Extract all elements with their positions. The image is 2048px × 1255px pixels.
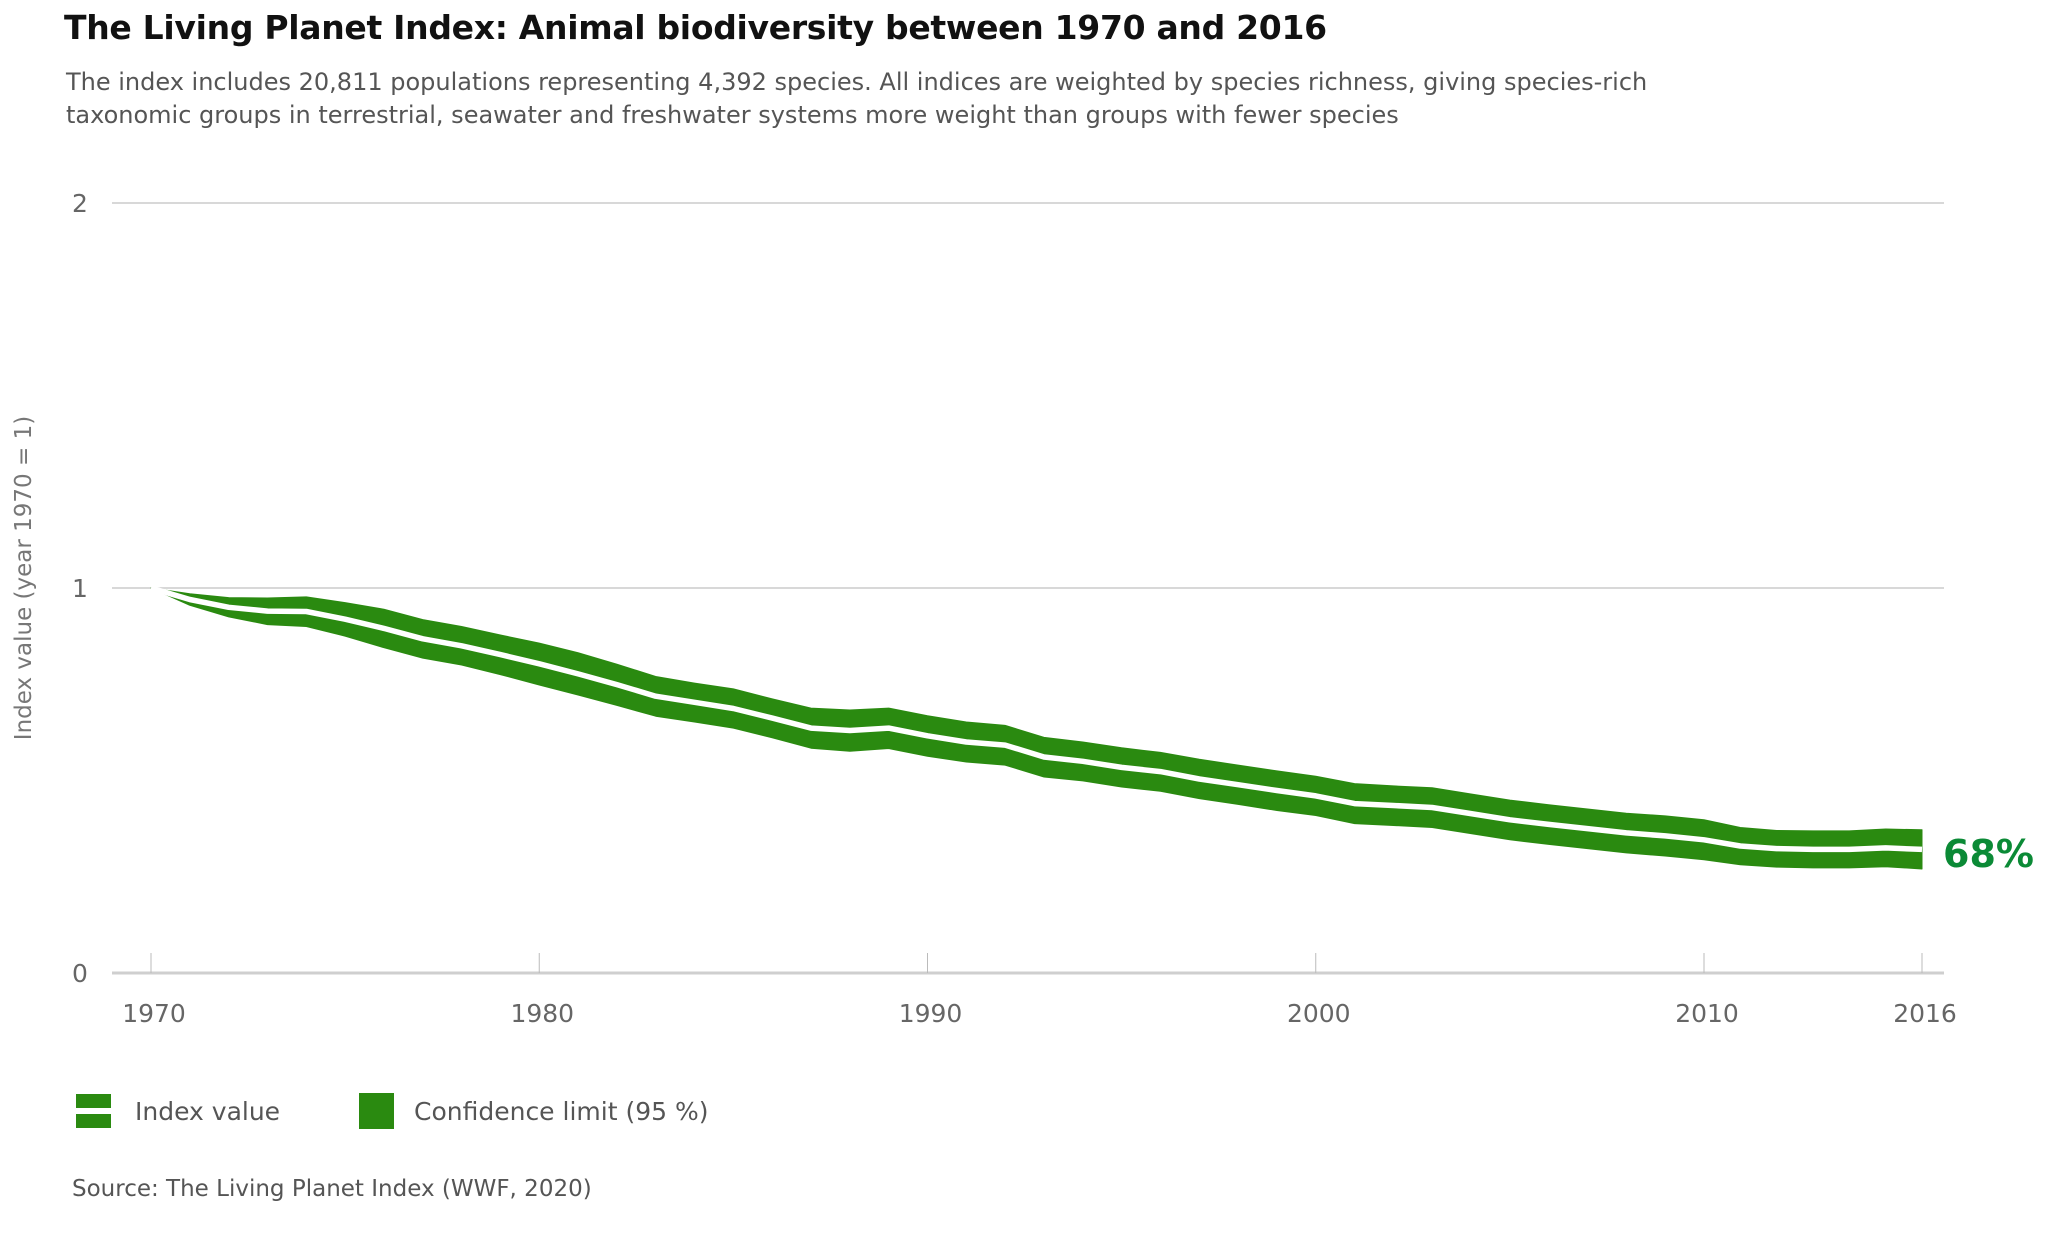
swatch-bar-bottom <box>76 1114 111 1128</box>
legend-item-index-value: Index value <box>76 1092 280 1130</box>
x-tick-label: 2016 <box>1893 999 1957 1028</box>
index-data-point <box>1276 790 1277 791</box>
index-data-point <box>539 663 540 664</box>
grid-layer <box>112 202 1944 975</box>
index-data-point <box>1121 767 1122 768</box>
legend-item-confidence-limit: Confidence limit (95 %) <box>359 1092 708 1130</box>
index-data-point <box>1587 828 1588 829</box>
index-data-point <box>1315 795 1316 796</box>
index-data-point <box>1238 784 1239 785</box>
index-data-point <box>966 742 967 743</box>
source-note: Source: The Living Planet Index (WWF, 20… <box>72 1176 592 1202</box>
index-data-point <box>461 645 462 646</box>
y-axis-label: Index value (year 1970 = 1) <box>11 416 37 740</box>
index-data-point <box>733 708 734 709</box>
index-data-point <box>694 702 695 703</box>
subtitle-line-2: taxonomic groups in terrestrial, seawate… <box>66 101 1399 129</box>
index-data-point <box>1160 771 1161 772</box>
index-data-point <box>1548 824 1549 825</box>
subtitle-line-1: The index includes 20,811 populations re… <box>66 68 1648 96</box>
chart-title: The Living Planet Index: Animal biodiver… <box>64 8 1327 47</box>
index-data-point <box>151 588 152 589</box>
index-data-point <box>228 607 229 608</box>
end-value-label: 68% <box>1943 832 2034 876</box>
index-data-point <box>1849 849 1850 850</box>
index-data-point <box>1432 807 1433 808</box>
index-data-point <box>1704 839 1705 840</box>
confidence-band <box>150 587 1923 870</box>
index-value-swatch-icon <box>76 1093 111 1129</box>
index-data-point <box>383 628 384 629</box>
index-data-point <box>578 673 579 674</box>
index-data-point <box>422 638 423 639</box>
index-data-point <box>616 684 617 685</box>
index-data-point <box>1740 845 1741 846</box>
index-data-point <box>1471 813 1472 814</box>
index-data-point <box>1665 835 1666 836</box>
index-data-point <box>267 611 268 612</box>
legend-label: Confidence limit (95 %) <box>414 1096 709 1126</box>
axis-layer: 0 1 2 1970 1980 1990 2000 2010 2016 <box>72 189 1957 1028</box>
legend-label: Index value <box>135 1096 281 1126</box>
y-tick-label: 0 <box>72 959 88 988</box>
index-data-point <box>849 730 850 731</box>
swatch-bar-top <box>76 1094 111 1108</box>
y-tick-label: 2 <box>72 189 88 218</box>
x-tick-label: 1980 <box>510 999 574 1028</box>
index-data-point <box>772 718 773 719</box>
index-data-point <box>1509 819 1510 820</box>
index-data-point <box>345 619 346 620</box>
x-tick-label: 2010 <box>1675 999 1739 1028</box>
chart-subtitle: The index includes 20,811 populations re… <box>66 66 1716 132</box>
index-data-point <box>306 611 307 612</box>
index-data-point <box>811 728 812 729</box>
index-data-point <box>1082 761 1083 762</box>
index-data-point <box>1626 832 1627 833</box>
index-data-point <box>1885 847 1886 848</box>
index-data-point <box>1354 803 1355 804</box>
index-data-point <box>1043 757 1044 758</box>
x-tick-label: 2000 <box>1287 999 1351 1028</box>
index-value-line <box>150 585 1923 853</box>
index-data-point <box>1393 805 1394 806</box>
index-data-point <box>655 696 656 697</box>
index-data-point <box>927 735 928 736</box>
index-data-point <box>189 599 190 600</box>
index-data-point <box>1922 849 1923 850</box>
y-tick-label: 1 <box>72 574 88 603</box>
index-data-point <box>1005 745 1006 746</box>
index-data-point <box>1776 848 1777 849</box>
data-layer <box>150 585 1923 870</box>
x-tick-label: 1970 <box>122 999 186 1028</box>
index-data-point <box>888 728 889 729</box>
index-data-point <box>1813 849 1814 850</box>
x-tick-label: 1990 <box>899 999 963 1028</box>
confidence-swatch-icon <box>359 1093 394 1129</box>
index-data-point <box>1199 778 1200 779</box>
index-data-point <box>500 654 501 655</box>
